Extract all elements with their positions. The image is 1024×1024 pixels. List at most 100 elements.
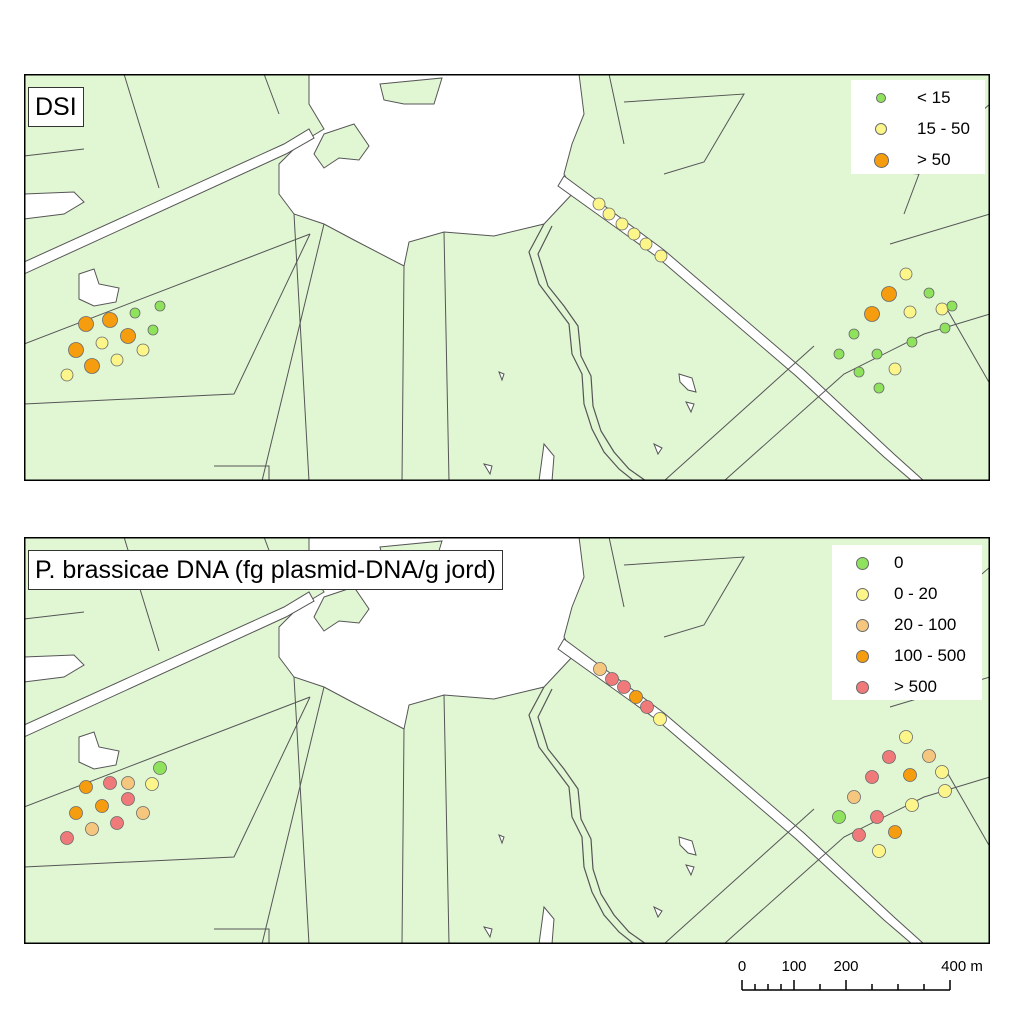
white-patch-2 [482, 463, 493, 476]
dsi-map-panel: DSI < 15 15 - 50 > 50 [24, 74, 990, 481]
sample-point-7 [102, 312, 118, 328]
sample-point-8 [120, 328, 136, 344]
sample-point-4 [639, 237, 653, 251]
sample-point-15 [129, 307, 141, 319]
legend-item: 20 - 100 [832, 613, 982, 644]
sample-point-28 [832, 810, 846, 824]
sample-point-24 [938, 784, 952, 798]
sample-point-13 [121, 792, 135, 806]
field-boundary-2 [261, 686, 325, 944]
sample-point-1 [605, 672, 619, 686]
field-island-center [313, 586, 370, 632]
legend-item: 0 [832, 551, 982, 582]
sample-point-17 [153, 761, 167, 775]
sample-point-31 [888, 825, 902, 839]
sample-point-0 [593, 662, 607, 676]
field-boundary-3 [401, 728, 405, 944]
white-patch-4 [498, 834, 505, 845]
sample-point-25 [905, 798, 919, 812]
sample-point-11 [95, 799, 109, 813]
field-boundary-1 [293, 676, 310, 944]
stream-line [528, 223, 635, 481]
field-boundary-10 [889, 213, 990, 245]
sample-point-6 [78, 316, 94, 332]
road-right [557, 175, 925, 481]
field-boundary-2 [261, 223, 325, 481]
field-boundary-9 [623, 556, 745, 638]
sample-point-18 [882, 750, 896, 764]
legend-swatch-dot [855, 556, 869, 570]
sample-point-8 [121, 776, 135, 790]
sample-point-13 [136, 343, 150, 357]
sample-point-19 [864, 306, 880, 322]
field-boundary-14 [723, 313, 990, 481]
white-patch-1 [685, 401, 695, 414]
sample-point-16 [154, 300, 166, 312]
sample-point-31 [853, 366, 865, 378]
sample-point-14 [136, 806, 150, 820]
sample-point-32 [873, 382, 885, 394]
white-patch-0 [678, 836, 697, 856]
field-boundary-9 [623, 93, 745, 175]
sample-point-18 [881, 286, 897, 302]
road-left [24, 128, 315, 275]
field-boundary-0 [24, 696, 311, 808]
sample-point-26 [870, 810, 884, 824]
sample-point-15 [60, 831, 74, 845]
legend-swatch-dot [855, 649, 869, 663]
map-border [24, 74, 990, 481]
field-boundary-12 [24, 233, 311, 405]
sample-point-28 [871, 348, 883, 360]
legend-item: < 15 [851, 86, 985, 117]
scale-label: 100 [781, 958, 807, 975]
white-patch-5 [653, 905, 663, 919]
sample-point-29 [848, 328, 860, 340]
sample-point-9 [69, 806, 83, 820]
legend-item: 0 - 20 [832, 582, 982, 613]
legend-label: 0 - 20 [894, 584, 938, 603]
sample-point-6 [79, 780, 93, 794]
legend-swatch-dot [855, 618, 869, 632]
legend-item: > 50 [851, 148, 985, 179]
sample-point-30 [833, 348, 845, 360]
sample-point-11 [95, 336, 109, 350]
legend-label: 20 - 100 [894, 615, 957, 634]
sample-point-0 [592, 197, 606, 211]
sample-point-10 [84, 358, 100, 374]
scale-label: 200 [833, 958, 859, 975]
dsi-sample-points [60, 197, 958, 394]
sample-point-4 [640, 700, 654, 714]
field-island-top [379, 77, 443, 105]
sample-point-27 [847, 790, 861, 804]
sample-point-27 [906, 336, 918, 348]
sample-point-9 [68, 342, 84, 358]
stream-line [528, 686, 635, 944]
sample-point-23 [922, 749, 936, 763]
field-boundary-5 [608, 537, 625, 608]
dna-map-panel: P. brassicae DNA (fg plasmid-DNA/g jord)… [24, 537, 990, 944]
sample-point-21 [903, 768, 917, 782]
field-boundary-13 [663, 808, 815, 944]
sample-point-23 [888, 362, 902, 376]
white-patch-3 [538, 905, 555, 944]
road-left [24, 591, 315, 738]
white-area-left-small [78, 268, 120, 307]
scale-label: 0 [737, 958, 747, 975]
legend-label: 100 - 500 [894, 646, 966, 665]
legend-swatch-dot [855, 587, 869, 601]
dsi-map-title: DSI [28, 87, 84, 127]
sample-point-20 [899, 730, 913, 744]
legend-label: < 15 [917, 88, 951, 107]
field-boundary-7 [24, 611, 85, 620]
white-area-left-small [78, 731, 120, 770]
sample-point-26 [946, 300, 958, 312]
dsi-legend: < 15 15 - 50 > 50 [851, 80, 985, 174]
white-area-left [24, 191, 85, 220]
sample-point-2 [615, 217, 629, 231]
field-boundary-12 [24, 696, 311, 868]
field-boundary-0 [24, 233, 311, 345]
white-patch-0 [678, 373, 697, 393]
field-boundary-13 [663, 345, 815, 481]
legend-swatch-dot [875, 123, 887, 135]
field-boundary-15 [943, 766, 990, 848]
